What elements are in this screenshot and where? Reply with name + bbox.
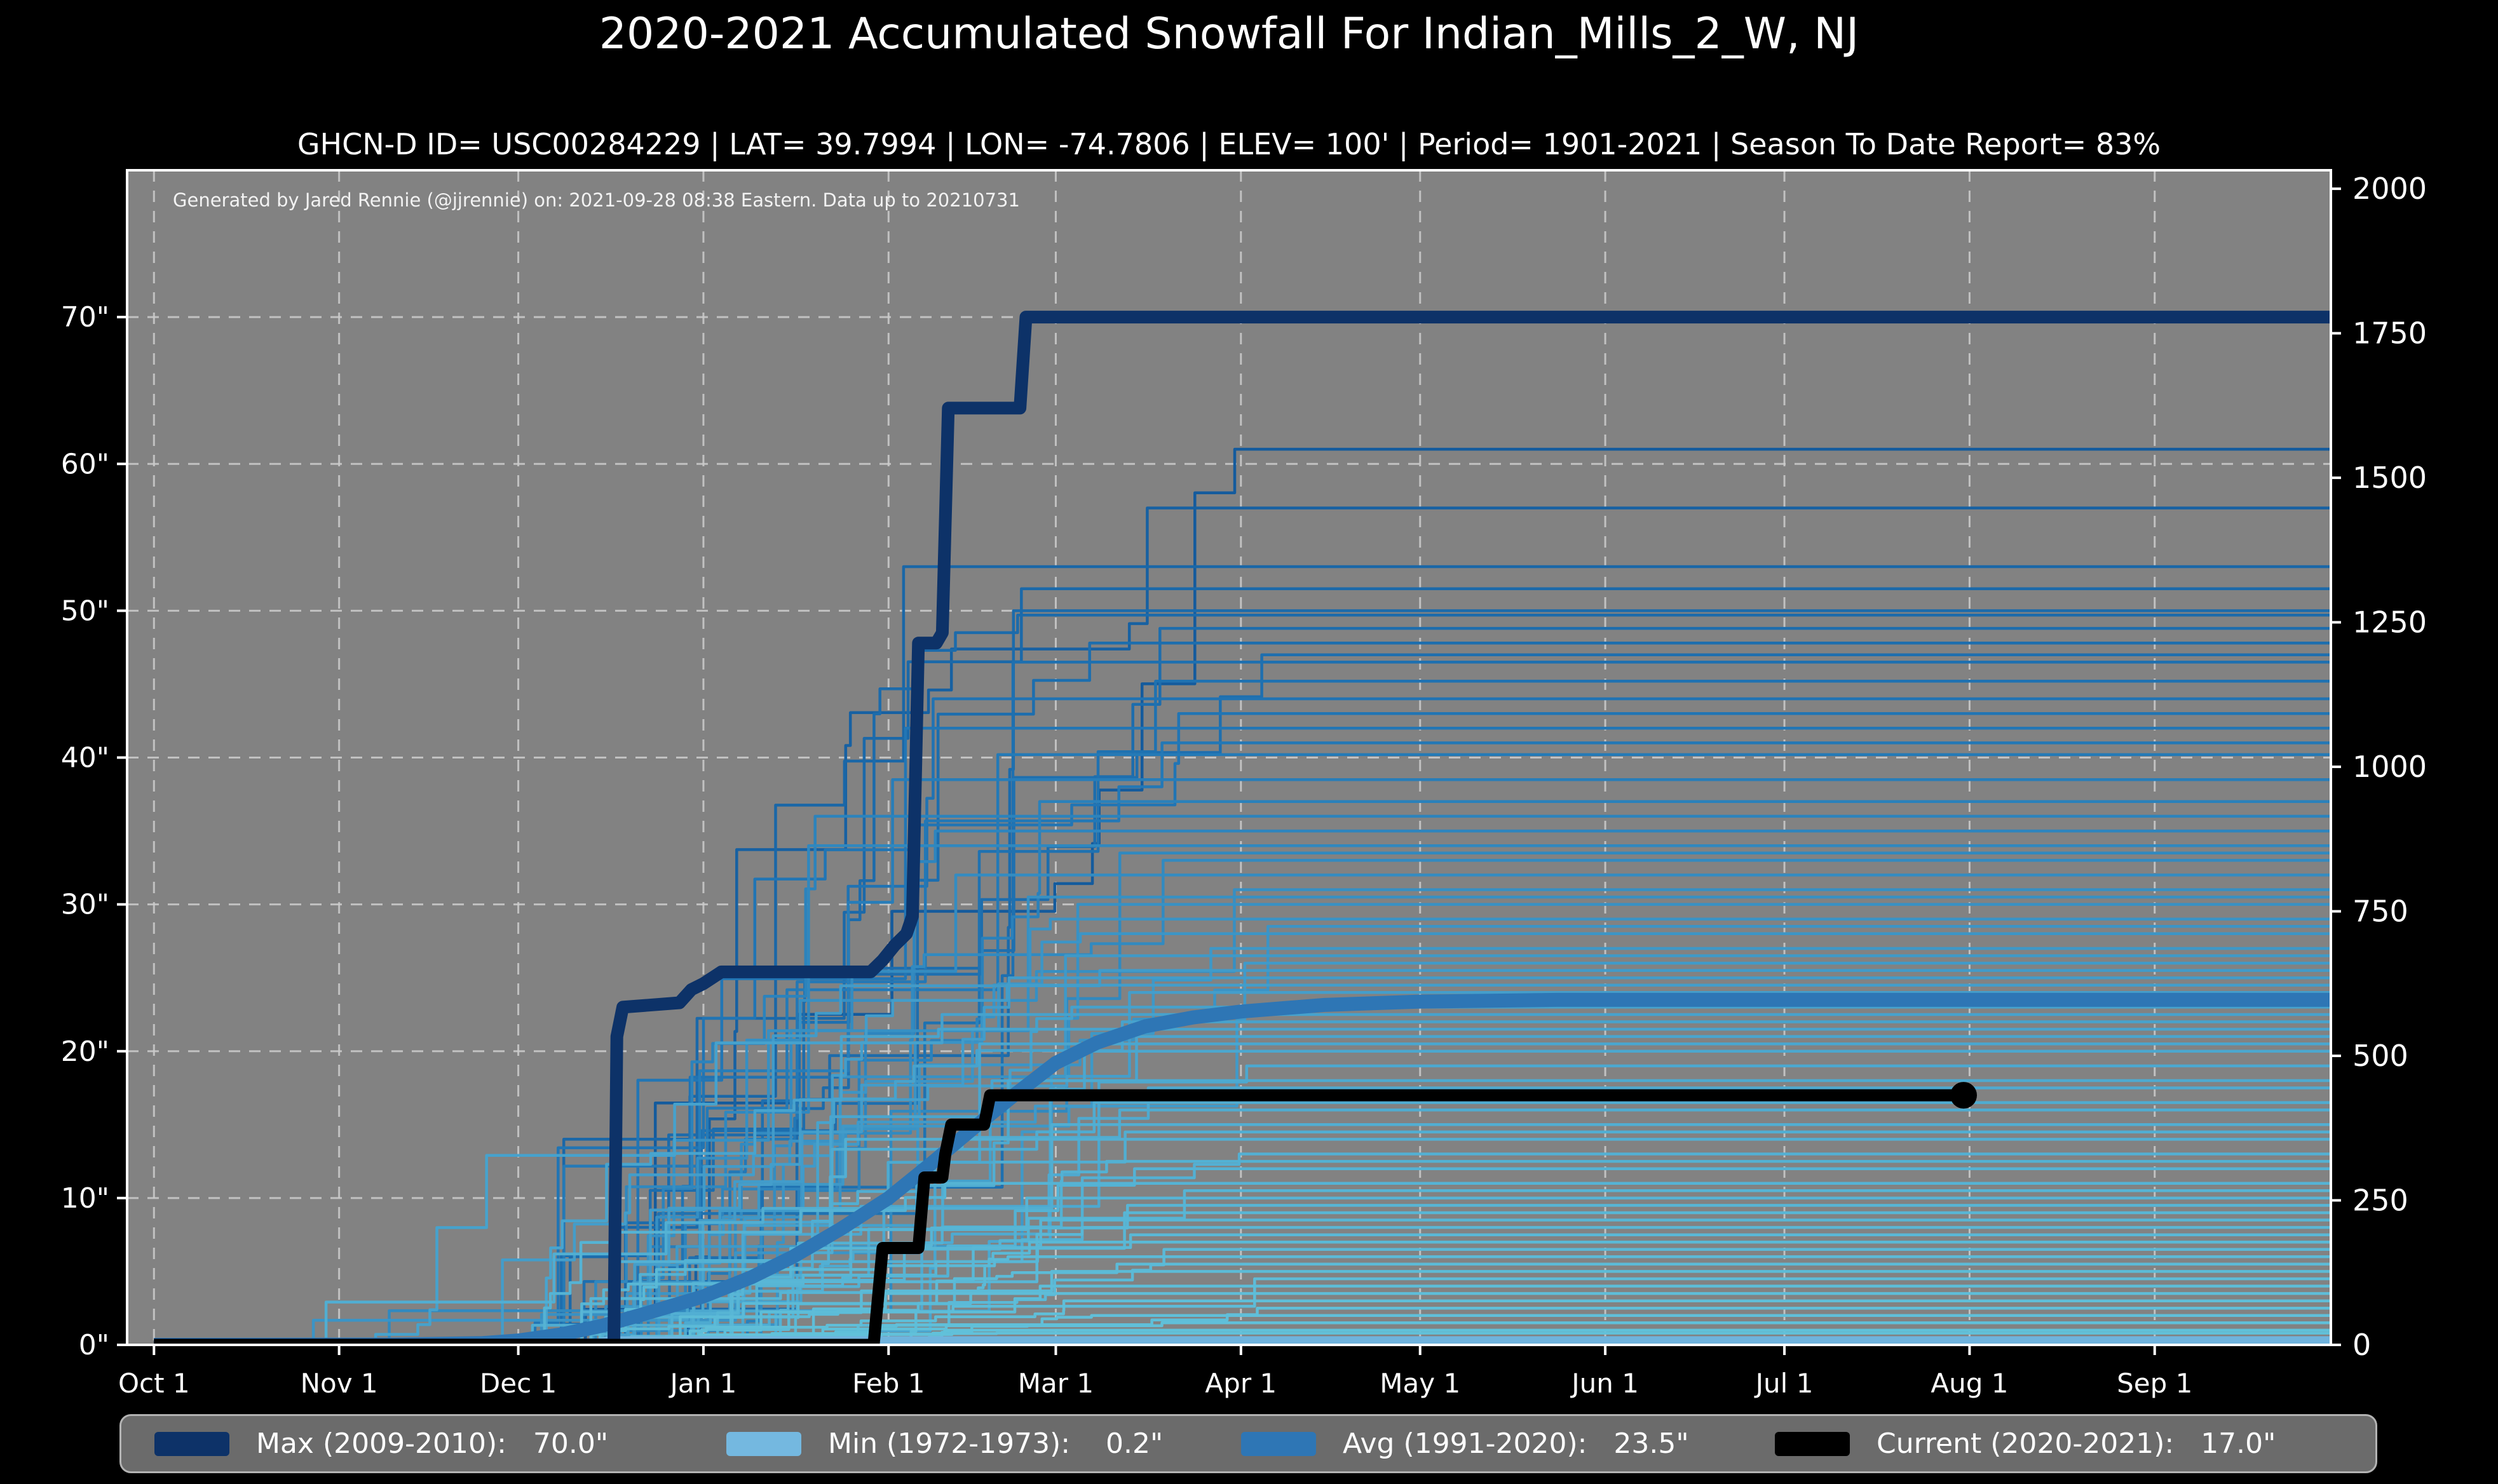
x-tick-label-4: Feb 1 [852, 1368, 925, 1399]
main-series [154, 311, 2331, 1345]
series-max [154, 311, 2331, 1345]
y-tick-label-mm-1: 250 [2352, 1184, 2408, 1218]
legend-swatch-min [726, 1431, 801, 1456]
year-line [154, 741, 2331, 1345]
x-tick-label-1: Nov 1 [301, 1368, 378, 1399]
background-year-lines [154, 447, 2331, 1345]
x-tick-label-5: Mar 1 [1018, 1368, 1094, 1399]
year-line [154, 1182, 2331, 1345]
legend-label-max: Max (2009-2010): 70.0" [256, 1427, 609, 1460]
y-tick-label-in-6: 60" [61, 448, 109, 480]
year-line [154, 1027, 2331, 1345]
year-line [154, 874, 2331, 1345]
x-tick-label-6: Apr 1 [1205, 1368, 1277, 1399]
year-line [154, 1218, 2331, 1345]
series-current [154, 1089, 1964, 1345]
legend-item-min: Min (1972-1973): 0.2" [726, 1416, 1163, 1471]
x-tick-label-8: Jun 1 [1570, 1368, 1639, 1399]
current-endpoint-dot [1950, 1082, 1977, 1109]
x-tick-label-2: Dec 1 [480, 1368, 557, 1399]
x-tick-label-11: Sep 1 [2117, 1368, 2192, 1399]
y-tick-label-in-5: 50" [61, 595, 109, 627]
year-line [154, 1152, 2331, 1345]
y-tick-label-mm-2: 500 [2352, 1039, 2408, 1073]
page-title: 2020-2021 Accumulated Snowfall For India… [599, 9, 1859, 59]
year-line [154, 1299, 2331, 1345]
year-line [154, 1262, 2331, 1345]
y-tick-label-mm-6: 1500 [2352, 461, 2427, 495]
legend-item-max: Max (2009-2010): 70.0" [154, 1416, 608, 1471]
legend-swatch-current [1775, 1431, 1850, 1456]
legend-item-current: Current (2020-2021): 17.0" [1775, 1416, 2276, 1471]
x-tick-label-7: May 1 [1380, 1368, 1460, 1399]
y-tick-label-mm-7: 1750 [2352, 316, 2427, 351]
x-tick-label-9: Jul 1 [1754, 1368, 1814, 1399]
legend: Max (2009-2010): 70.0" Min (1972-1973): … [119, 1414, 2377, 1473]
generated-note: Generated by Jared Rennie (@jjrennie) on… [173, 189, 1020, 211]
series-avg [154, 992, 2331, 1345]
y-tick-label-in-1: 10" [61, 1182, 109, 1215]
x-tick-label-10: Aug 1 [1931, 1368, 2008, 1399]
legend-item-avg: Avg (1991-2020): 23.5" [1241, 1416, 1689, 1471]
year-line [154, 1013, 2331, 1345]
year-line [154, 1138, 2331, 1345]
legend-label-min: Min (1972-1973): 0.2" [828, 1427, 1164, 1460]
x-tick-label-0: Oct 1 [118, 1368, 190, 1399]
year-line [154, 614, 2331, 1345]
year-line [154, 925, 2331, 1345]
legend-swatch-max [154, 1431, 229, 1456]
year-line [154, 1123, 2331, 1345]
y-tick-label-in-0: 0" [79, 1329, 109, 1361]
y-tick-label-mm-3: 750 [2352, 894, 2408, 929]
year-line [154, 800, 2331, 1345]
station-subtitle: GHCN-D ID= USC00284229 | LAT= 39.7994 | … [297, 127, 2161, 161]
year-line [154, 1240, 2331, 1345]
legend-label-current: Current (2020-2021): 17.0" [1877, 1427, 2276, 1460]
legend-swatch-avg [1241, 1431, 1316, 1456]
y-tick-label-in-7: 70" [61, 301, 109, 334]
x-tick-label-3: Jan 1 [669, 1368, 737, 1399]
y-tick-label-mm-5: 1250 [2352, 605, 2427, 640]
y-tick-label-mm-0: 0 [2352, 1328, 2371, 1362]
y-tick-label-in-4: 40" [61, 742, 109, 774]
year-line [154, 814, 2331, 1345]
y-tick-label-mm-4: 1000 [2352, 750, 2427, 784]
y-tick-label-mm-8: 2000 [2352, 172, 2427, 206]
legend-label-avg: Avg (1991-2020): 23.5" [1343, 1427, 1689, 1460]
y-tick-label-in-2: 20" [61, 1035, 109, 1068]
y-tick-label-in-3: 30" [61, 889, 109, 921]
